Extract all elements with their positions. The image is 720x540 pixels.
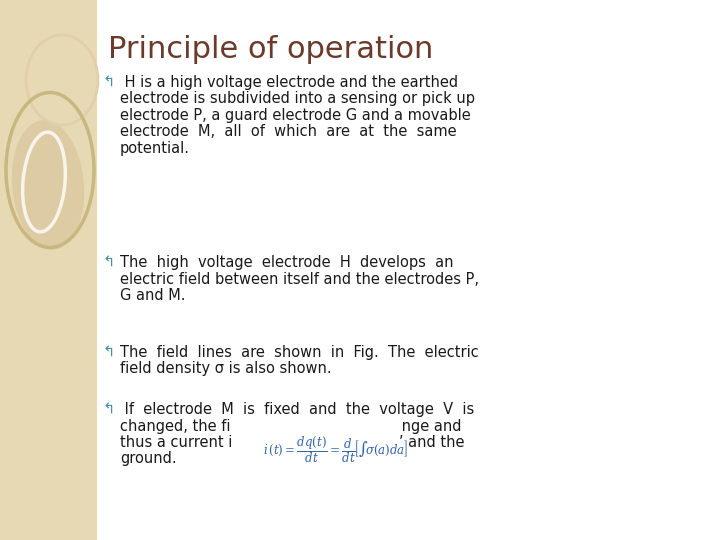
Text: electric field between itself and the electrodes P,: electric field between itself and the el…: [120, 272, 479, 287]
Text: thus a current i                                    ’ and the: thus a current i ’ and the: [120, 435, 464, 450]
Text: ↰: ↰: [103, 345, 115, 360]
Text: ground.: ground.: [120, 451, 176, 467]
Text: ↰: ↰: [103, 402, 115, 417]
Text: potential.: potential.: [120, 141, 190, 156]
Text: electrode  M,  all  of  which  are  at  the  same: electrode M, all of which are at the sam…: [120, 125, 456, 139]
Ellipse shape: [12, 120, 84, 250]
Text: ↰: ↰: [103, 75, 115, 90]
Text: electrode is subdivided into a sensing or pick up: electrode is subdivided into a sensing o…: [120, 91, 475, 106]
Text: H is a high voltage electrode and the earthed: H is a high voltage electrode and the ea…: [120, 75, 458, 90]
Text: If  electrode  M  is  fixed  and  the  voltage  V  is: If electrode M is fixed and the voltage …: [120, 402, 474, 417]
Text: The  high  voltage  electrode  H  develops  an: The high voltage electrode H develops an: [120, 255, 454, 270]
Text: $i\,(t) = \dfrac{dq(t)}{dt} = \dfrac{d}{dt}\!\left[\int \!\sigma(a)da\right]$: $i\,(t) = \dfrac{dq(t)}{dt} = \dfrac{d}{…: [263, 434, 408, 465]
Text: Principle of operation: Principle of operation: [108, 35, 433, 64]
Text: field density σ is also shown.: field density σ is also shown.: [120, 361, 332, 376]
Text: G and M.: G and M.: [120, 288, 186, 303]
Bar: [0, 0, 97, 540]
Text: The  field  lines  are  shown  in  Fig.  The  electric: The field lines are shown in Fig. The el…: [120, 345, 479, 360]
Text: ↰: ↰: [103, 255, 115, 270]
Text: electrode P, a guard electrode G and a movable: electrode P, a guard electrode G and a m…: [120, 108, 471, 123]
Text: changed, the fi                                     nge and: changed, the fi nge and: [120, 418, 462, 434]
